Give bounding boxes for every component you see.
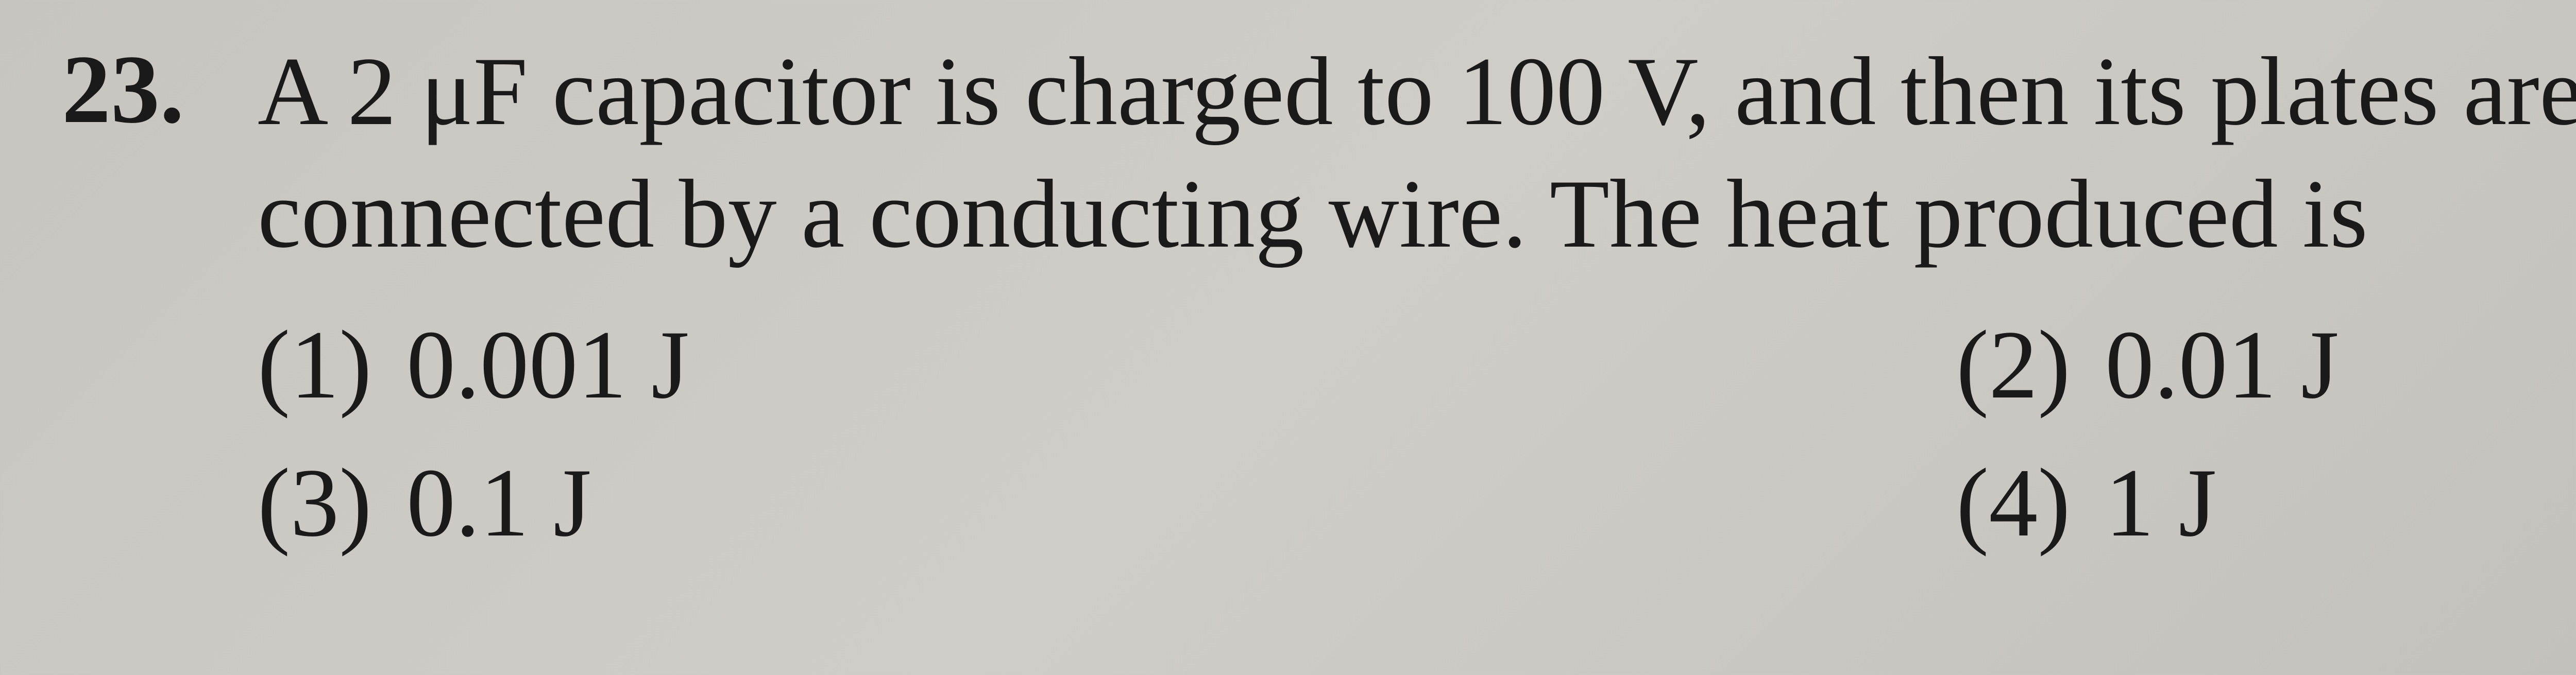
- option-2-value: 0.01 J: [2105, 311, 2339, 419]
- option-1-label: (1): [258, 311, 372, 419]
- option-3-value: 0.1 J: [406, 449, 591, 557]
- option-1-value: 0.001 J: [406, 311, 689, 419]
- question-line2: connected by a conducting wire. The heat…: [258, 160, 2368, 268]
- option-3-label: (3): [258, 449, 372, 557]
- option-1: (1) 0.001 J: [258, 306, 1750, 424]
- option-4-label: (4): [1956, 449, 2071, 557]
- option-4: (4) 1 J: [1956, 444, 2576, 562]
- question-line1: A 2 μF capacitor is charged to 100 V, an…: [258, 38, 2576, 146]
- question-number: 23.: [62, 31, 237, 148]
- option-4-value: 1 J: [2105, 449, 2216, 557]
- question-text: A 2 μF capacitor is charged to 100 V, an…: [258, 31, 2576, 275]
- option-2-label: (2): [1956, 311, 2071, 419]
- options-grid: (1) 0.001 J (2) 0.01 J (3) 0.1 J (4) 1 J: [258, 306, 2576, 562]
- question-block: 23. A 2 μF capacitor is charged to 100 V…: [62, 31, 2576, 562]
- question-content: A 2 μF capacitor is charged to 100 V, an…: [258, 31, 2576, 562]
- option-3: (3) 0.1 J: [258, 444, 1750, 562]
- option-2: (2) 0.01 J: [1956, 306, 2576, 424]
